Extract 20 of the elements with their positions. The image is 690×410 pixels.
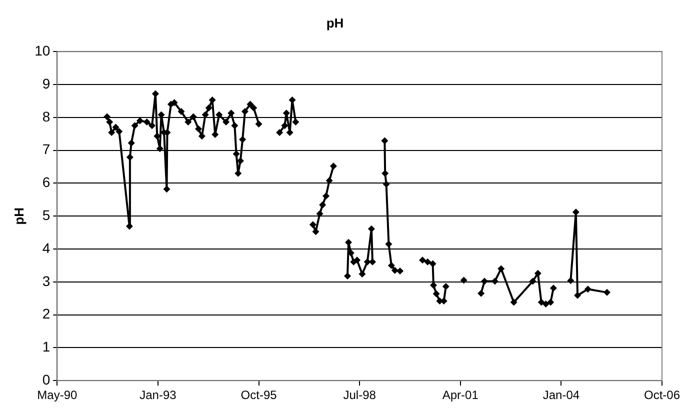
x-tick-label: Oct-06 xyxy=(644,388,680,402)
chart-title: pH xyxy=(326,15,344,30)
y-tick-label: 1 xyxy=(42,338,50,355)
y-tick-label: 7 xyxy=(42,141,50,158)
y-tick-label: 4 xyxy=(42,240,50,256)
x-tick-label: May-90 xyxy=(37,388,78,402)
x-tick-label: Oct-95 xyxy=(240,388,278,402)
y-tick-label: 9 xyxy=(42,75,50,92)
y-tick-label: 3 xyxy=(42,272,50,289)
x-tick-label: Jul-98 xyxy=(343,388,376,402)
y-tick-label: 6 xyxy=(42,174,50,190)
y-axis-title: pH xyxy=(11,207,26,225)
y-tick-label: 0 xyxy=(42,371,50,388)
y-tick-label: 10 xyxy=(34,42,50,58)
y-tick-label: 2 xyxy=(42,306,50,322)
x-tick-label: Apr-01 xyxy=(442,388,479,402)
x-tick-label: Jan-04 xyxy=(542,388,580,402)
y-tick-label: 8 xyxy=(42,108,50,124)
y-tick-label: 5 xyxy=(42,206,50,223)
x-tick-label: Jan-93 xyxy=(140,388,177,402)
